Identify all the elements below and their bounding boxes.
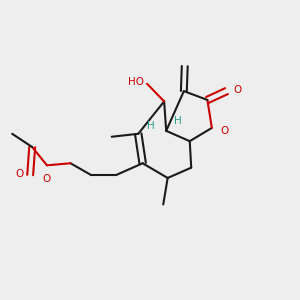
Text: O: O bbox=[220, 126, 228, 136]
Text: H: H bbox=[174, 116, 182, 126]
Text: O: O bbox=[15, 169, 24, 179]
Text: HO: HO bbox=[128, 77, 144, 87]
Text: O: O bbox=[233, 85, 241, 95]
Text: H: H bbox=[147, 121, 155, 131]
Text: O: O bbox=[43, 174, 51, 184]
